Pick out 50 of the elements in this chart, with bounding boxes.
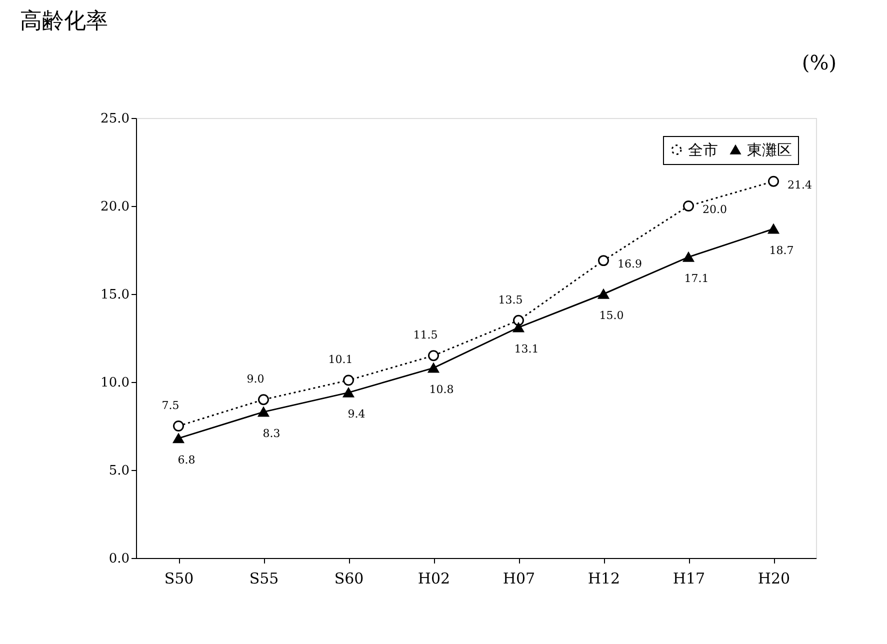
legend-label: 全市	[688, 140, 718, 159]
point	[513, 322, 524, 332]
data-label: 11.5	[413, 328, 438, 342]
legend-label: 東灘区	[747, 140, 792, 159]
point	[768, 224, 779, 234]
x-tick-label: H07	[502, 570, 536, 588]
data-label: 13.1	[514, 342, 539, 356]
data-label: 9.0	[246, 372, 264, 386]
x-tick-label: S50	[164, 570, 194, 588]
x-tick-label: S55	[249, 570, 279, 588]
data-label: 10.8	[429, 382, 454, 396]
point	[258, 394, 269, 406]
chart-title: 高齢化率	[20, 9, 108, 34]
data-label: 21.4	[788, 178, 812, 192]
data-label: 6.8	[178, 453, 196, 466]
point	[598, 289, 609, 299]
point	[428, 350, 439, 362]
point	[173, 420, 184, 432]
data-label: 8.3	[262, 426, 280, 440]
x-tick-label: H12	[588, 570, 620, 588]
point	[768, 176, 779, 187]
y-tick-label: 25.0	[100, 112, 130, 126]
data-label: 20.0	[702, 203, 727, 216]
data-label: 9.4	[348, 408, 366, 421]
data-label: 13.5	[498, 293, 523, 306]
point	[598, 255, 609, 266]
data-label: 15.0	[599, 309, 624, 322]
y-tick-label: 20.0	[100, 200, 130, 214]
y-tick-label: 0.0	[108, 552, 130, 566]
x-tick-label: H20	[758, 570, 790, 588]
point	[173, 433, 184, 444]
data-label: 16.9	[618, 258, 642, 271]
x-tick-label: H02	[418, 570, 450, 588]
y-tick-label: 5.0	[108, 464, 130, 478]
point	[683, 200, 694, 212]
data-label: 18.7	[769, 244, 794, 257]
point	[343, 388, 354, 398]
data-label: 10.1	[328, 353, 353, 366]
point	[683, 252, 694, 262]
point	[428, 363, 439, 373]
x-tick-label: H17	[672, 570, 706, 588]
y-tick-label: 10.0	[100, 376, 130, 390]
data-label: 7.5	[162, 399, 180, 412]
y-axis-title: (%)	[802, 50, 836, 74]
x-tick-label: S60	[334, 570, 364, 588]
y-tick-label: 15.0	[100, 288, 130, 302]
point	[258, 407, 269, 417]
data-label: 17.1	[684, 272, 709, 286]
point	[343, 374, 354, 386]
point	[513, 314, 524, 326]
